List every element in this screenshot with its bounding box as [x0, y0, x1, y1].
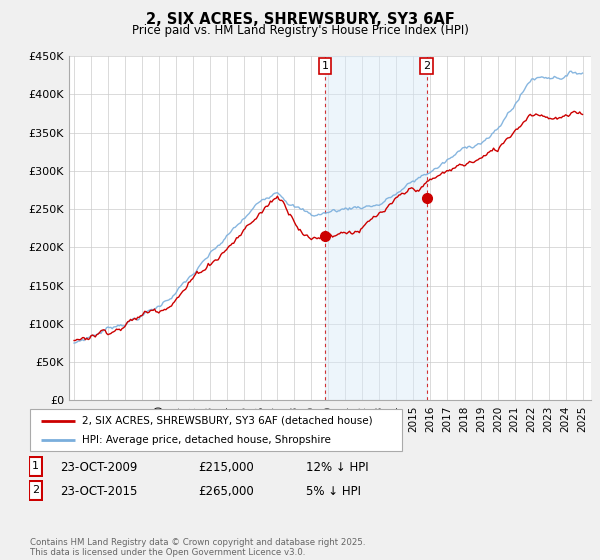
- FancyBboxPatch shape: [29, 457, 42, 476]
- Text: £215,000: £215,000: [198, 460, 254, 474]
- Text: Contains HM Land Registry data © Crown copyright and database right 2025.
This d: Contains HM Land Registry data © Crown c…: [30, 538, 365, 557]
- Text: £265,000: £265,000: [198, 484, 254, 498]
- Text: 23-OCT-2015: 23-OCT-2015: [60, 484, 137, 498]
- Text: 2: 2: [423, 61, 430, 71]
- Text: 2, SIX ACRES, SHREWSBURY, SY3 6AF: 2, SIX ACRES, SHREWSBURY, SY3 6AF: [146, 12, 454, 27]
- Text: Price paid vs. HM Land Registry's House Price Index (HPI): Price paid vs. HM Land Registry's House …: [131, 24, 469, 36]
- FancyBboxPatch shape: [30, 409, 402, 451]
- Text: 5% ↓ HPI: 5% ↓ HPI: [306, 484, 361, 498]
- Text: 23-OCT-2009: 23-OCT-2009: [60, 460, 137, 474]
- Text: 2: 2: [32, 486, 39, 496]
- Text: 1: 1: [322, 61, 329, 71]
- Bar: [325, 56, 427, 400]
- Text: 12% ↓ HPI: 12% ↓ HPI: [306, 460, 368, 474]
- FancyBboxPatch shape: [29, 481, 42, 500]
- Text: 1: 1: [32, 461, 39, 472]
- Text: HPI: Average price, detached house, Shropshire: HPI: Average price, detached house, Shro…: [82, 435, 331, 445]
- Text: 2, SIX ACRES, SHREWSBURY, SY3 6AF (detached house): 2, SIX ACRES, SHREWSBURY, SY3 6AF (detac…: [82, 416, 373, 426]
